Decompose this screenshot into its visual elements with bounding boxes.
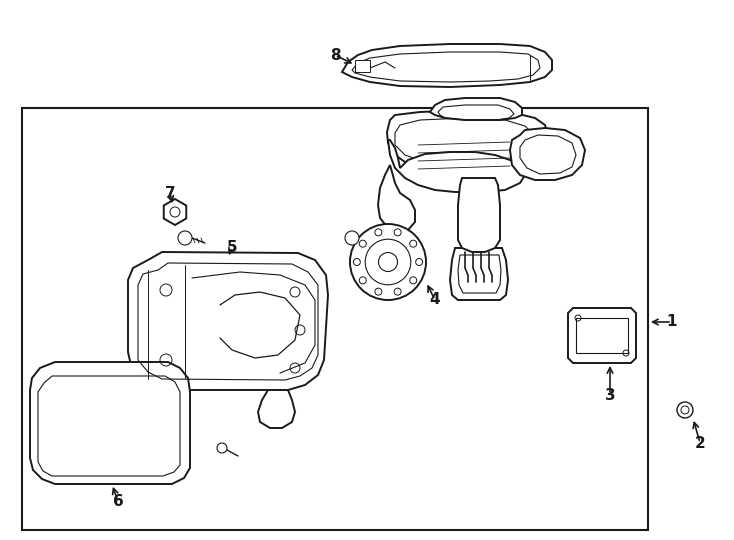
Circle shape [379, 253, 398, 272]
Circle shape [350, 224, 426, 300]
Polygon shape [430, 98, 522, 120]
Text: 5: 5 [227, 240, 237, 254]
Circle shape [178, 231, 192, 245]
Text: 7: 7 [164, 186, 175, 200]
Polygon shape [510, 128, 585, 180]
Text: 1: 1 [666, 314, 677, 329]
Polygon shape [378, 165, 415, 232]
Polygon shape [388, 140, 525, 192]
Circle shape [677, 402, 693, 418]
Polygon shape [258, 390, 295, 428]
Text: 4: 4 [429, 293, 440, 307]
Polygon shape [164, 199, 186, 225]
Circle shape [217, 443, 227, 453]
Polygon shape [30, 362, 190, 484]
Polygon shape [342, 44, 552, 87]
Polygon shape [450, 248, 508, 300]
Polygon shape [128, 252, 328, 390]
Circle shape [345, 231, 359, 245]
Polygon shape [568, 308, 636, 363]
Bar [355, 60, 370, 72]
Bar [22, 108, 648, 530]
Text: 2: 2 [694, 435, 705, 450]
Polygon shape [387, 110, 548, 172]
Polygon shape [458, 178, 500, 252]
Text: 3: 3 [605, 388, 615, 402]
Text: 8: 8 [330, 48, 341, 63]
Text: 6: 6 [112, 495, 123, 510]
